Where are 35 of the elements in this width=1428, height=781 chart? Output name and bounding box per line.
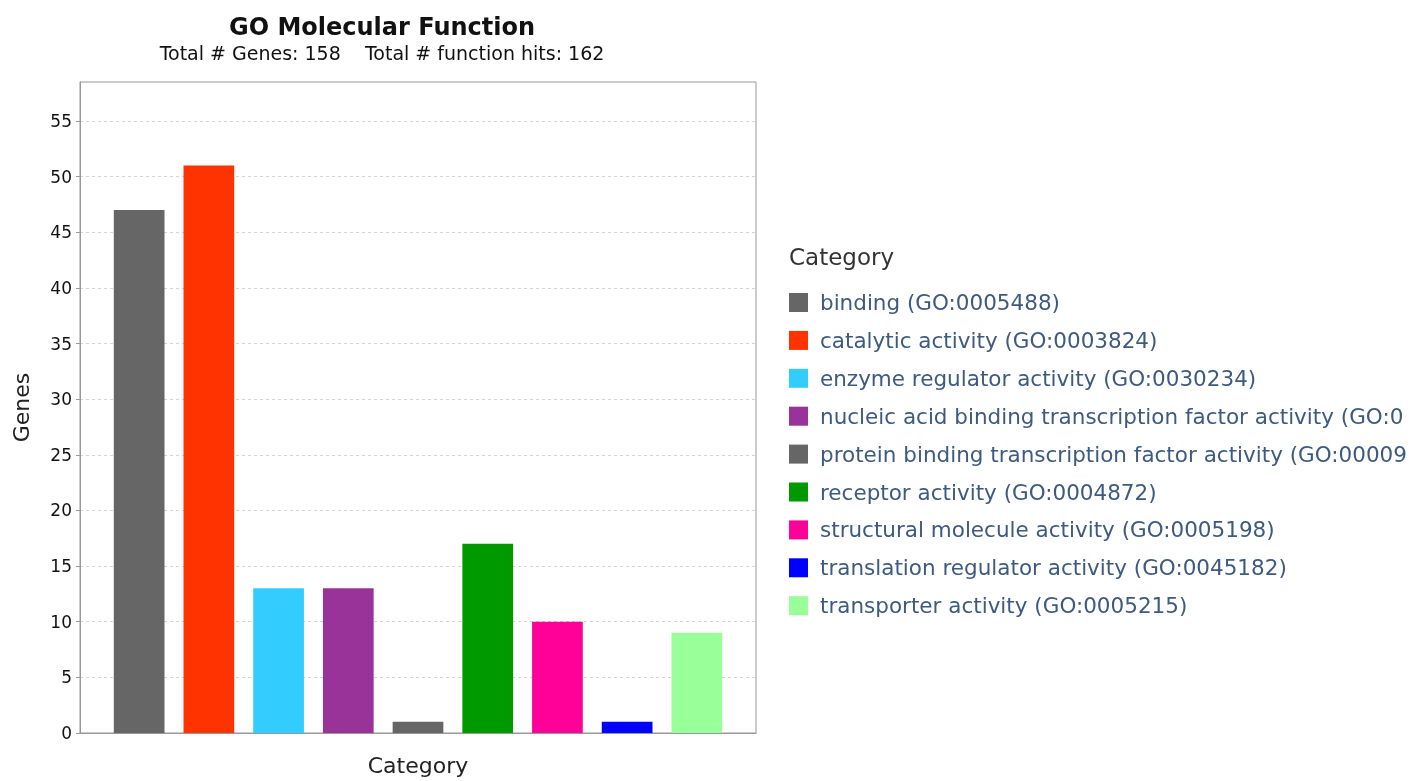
- legend-label: transporter activity (GO:0005215): [820, 593, 1188, 619]
- bar: [392, 721, 444, 733]
- y-tick-label: 55: [50, 110, 72, 131]
- y-tick-label: 40: [50, 277, 72, 298]
- bar: [532, 621, 583, 733]
- legend-label: structural molecule activity (GO:0005198): [820, 517, 1275, 543]
- chart-title: GO Molecular Function: [228, 13, 536, 41]
- bar: [462, 543, 514, 733]
- bar: [253, 588, 304, 733]
- y-tick-label: 45: [50, 222, 72, 243]
- x-axis-title: Category: [367, 752, 469, 778]
- bar: [183, 165, 235, 733]
- y-tick-label: 15: [50, 556, 72, 577]
- y-tick-label: 35: [50, 333, 72, 354]
- legend-label: receptor activity (GO:0004872): [820, 479, 1157, 505]
- bar: [113, 209, 165, 733]
- y-tick-label: 5: [61, 667, 72, 688]
- y-tick-label: 30: [50, 389, 72, 410]
- legend-label: binding (GO:0005488): [820, 290, 1060, 315]
- y-tick-label: 20: [50, 500, 72, 521]
- legend-label: catalytic activity (GO:0003824): [820, 327, 1158, 353]
- legend-label: translation regulator activity (GO:0045182): [820, 555, 1287, 581]
- legend-label: nucleic acid binding transcription factor activity (GO:0: [820, 403, 1404, 429]
- bar: [601, 721, 653, 733]
- bar: [322, 588, 374, 733]
- chart-subtitle: Total # Genes: 158 Total # function hits: 162: [158, 41, 605, 64]
- legend-label: protein binding transcription factor activity (GO:00009: [820, 441, 1407, 467]
- bar: [671, 632, 723, 733]
- y-tick-label: 10: [50, 611, 72, 632]
- y-tick-label: 25: [50, 444, 72, 465]
- y-tick-label: 0: [61, 723, 72, 743]
- y-axis-title: Genes: [8, 372, 34, 443]
- legend-title: Category: [789, 243, 895, 270]
- legend-label: enzyme regulator activity (GO:0030234): [820, 365, 1257, 391]
- y-tick-label: 50: [50, 166, 72, 187]
